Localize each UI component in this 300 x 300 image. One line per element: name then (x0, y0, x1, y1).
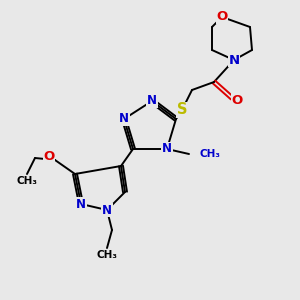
Text: N: N (228, 53, 240, 67)
Text: O: O (231, 94, 243, 106)
Text: S: S (177, 103, 187, 118)
Text: N: N (119, 112, 129, 125)
Text: CH₃: CH₃ (199, 149, 220, 159)
Text: N: N (76, 197, 86, 211)
Text: O: O (216, 11, 228, 23)
Text: N: N (147, 94, 157, 107)
Text: N: N (162, 142, 172, 155)
Text: CH₃: CH₃ (16, 176, 38, 186)
Text: CH₃: CH₃ (97, 250, 118, 260)
Text: N: N (102, 203, 112, 217)
Text: O: O (44, 149, 55, 163)
